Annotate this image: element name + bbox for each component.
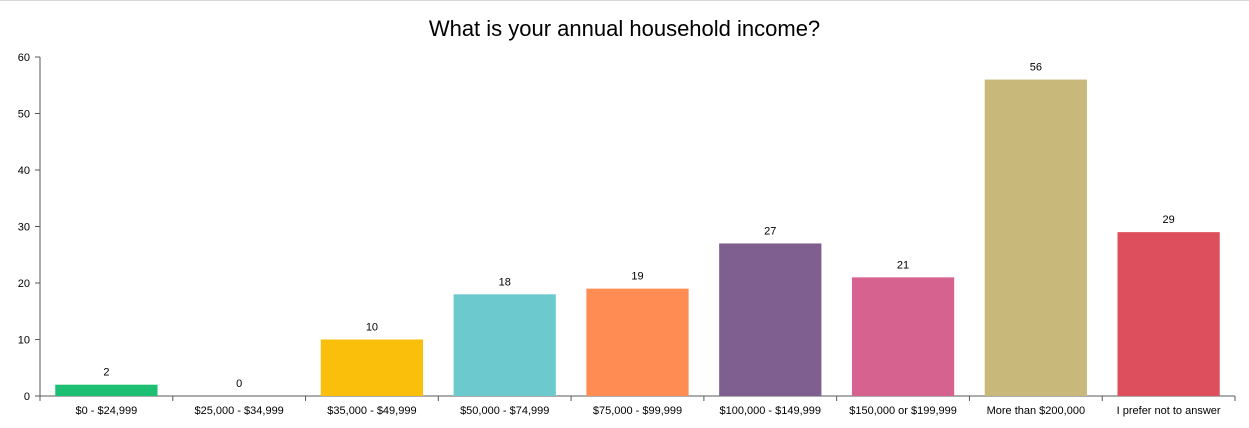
x-category-label: $0 - $24,999 [75,405,137,417]
x-category-label: $75,000 - $99,999 [593,405,682,417]
x-category-label: $35,000 - $49,999 [327,405,416,417]
bar [453,294,556,396]
bar [719,243,822,396]
y-tick-label: 50 [18,109,30,121]
data-label: 19 [631,271,643,283]
bar [851,277,955,396]
y-tick-label: 60 [18,52,30,64]
y-tick-label: 40 [18,165,30,177]
data-label: 21 [897,259,909,271]
y-tick-label: 30 [18,222,30,234]
data-label: 10 [366,322,378,334]
y-tick-label: 20 [18,278,30,290]
bar [1117,232,1220,396]
bar [984,79,1087,396]
x-category-label: $150,000 or $199,999 [849,405,957,417]
bar [586,288,689,396]
data-label: 56 [1030,62,1042,74]
bar [320,339,424,396]
data-label: 2 [103,367,109,379]
data-label: 0 [236,378,242,390]
x-category-label: $25,000 - $34,999 [195,405,284,417]
x-category-label: More than $200,000 [987,405,1085,417]
chart-title: What is your annual household income? [428,16,821,41]
x-category-label: I prefer not to answer [1117,405,1221,417]
x-category-label: $100,000 - $149,999 [720,405,822,417]
data-label: 18 [499,276,511,288]
x-category-label: $50,000 - $74,999 [460,405,549,417]
data-label: 27 [764,225,776,237]
bar [55,384,158,396]
data-label: 29 [1162,214,1174,226]
top-border-line [0,0,1249,1]
y-tick-label: 0 [24,391,30,403]
y-tick-label: 10 [18,335,30,347]
